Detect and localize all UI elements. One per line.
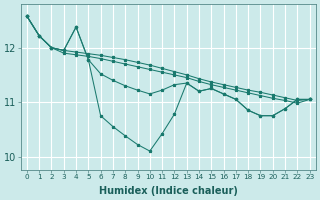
X-axis label: Humidex (Indice chaleur): Humidex (Indice chaleur): [99, 186, 238, 196]
